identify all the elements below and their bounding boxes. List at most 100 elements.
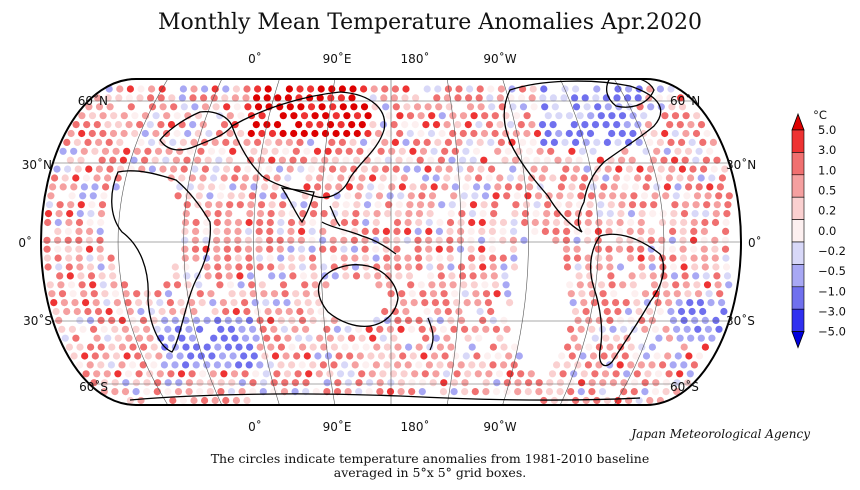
anomaly-dot xyxy=(436,263,444,271)
anomaly-dot xyxy=(297,236,305,244)
anomaly-dot xyxy=(627,210,636,218)
anomaly-dot xyxy=(287,245,295,253)
anomaly-dot xyxy=(131,112,139,120)
anomaly-dot xyxy=(207,290,215,298)
anomaly-dot xyxy=(324,352,333,360)
anomaly-dot xyxy=(412,94,420,102)
anomaly-dot xyxy=(514,388,522,396)
anomaly-dot xyxy=(308,254,317,262)
anomaly-dot xyxy=(376,379,384,387)
anomaly-dot xyxy=(302,379,310,387)
anomaly-dot xyxy=(586,129,595,138)
anomaly-dot xyxy=(550,138,559,146)
anomaly-dot xyxy=(216,192,225,200)
anomaly-dot xyxy=(98,201,107,209)
anomaly-dot xyxy=(360,138,368,146)
anomaly-dot xyxy=(281,379,289,387)
anomaly-dot xyxy=(441,183,449,191)
anomaly-dot xyxy=(544,201,552,209)
anomaly-dot xyxy=(414,245,422,253)
anomaly-dot xyxy=(584,218,592,227)
anomaly-dot xyxy=(234,236,242,244)
anomaly-dot xyxy=(372,254,380,262)
anomaly-dot xyxy=(612,370,620,378)
anomaly-dot xyxy=(700,245,708,253)
anomaly-dot xyxy=(583,165,591,173)
anomaly-dot xyxy=(422,121,430,129)
anomaly-dot xyxy=(402,85,410,93)
anomaly-dot xyxy=(446,227,454,235)
anomaly-dot xyxy=(208,183,216,191)
anomaly-dot xyxy=(213,245,221,253)
anomaly-dot xyxy=(471,192,479,200)
anomaly-dot xyxy=(104,121,112,129)
anomaly-dot xyxy=(567,290,575,298)
anomaly-dot xyxy=(649,272,657,280)
anomaly-dot xyxy=(204,156,212,164)
anomaly-dot xyxy=(389,299,397,307)
anomaly-dot xyxy=(223,236,231,244)
anomaly-dot xyxy=(446,254,454,262)
anomaly-dot xyxy=(330,218,338,227)
anomaly-dot xyxy=(243,307,251,316)
anomaly-dot xyxy=(631,290,639,298)
anomaly-dot xyxy=(363,272,371,280)
anomaly-dot xyxy=(386,192,394,200)
anomaly-dot xyxy=(108,343,116,351)
anomaly-dot xyxy=(434,307,442,316)
anomaly-dot xyxy=(46,281,54,289)
anomaly-dot xyxy=(427,272,435,280)
anomaly-dot xyxy=(238,192,246,200)
anomaly-dot xyxy=(394,263,402,271)
anomaly-dot xyxy=(574,263,582,271)
anomaly-dot xyxy=(703,129,711,138)
anomaly-dot xyxy=(411,121,419,129)
anomaly-dot xyxy=(402,307,410,316)
anomaly-dot xyxy=(374,201,382,209)
colorbar-tick-label: 3.0 xyxy=(818,143,836,157)
anomaly-dot xyxy=(375,192,384,200)
anomaly-dot xyxy=(285,85,293,93)
anomaly-dot xyxy=(482,379,490,387)
anomaly-dot xyxy=(517,174,525,182)
anomaly-dot xyxy=(241,334,250,342)
anomaly-dot xyxy=(597,112,605,120)
anomaly-dot xyxy=(86,227,94,235)
anomaly-dot xyxy=(85,165,93,173)
anomaly-dot xyxy=(255,236,263,244)
anomaly-dot xyxy=(493,379,501,387)
anomaly-dot xyxy=(430,147,438,155)
anomaly-dot xyxy=(263,334,271,342)
anomaly-dot xyxy=(216,281,224,289)
coastline xyxy=(129,393,641,401)
anomaly-dot xyxy=(405,343,413,351)
anomaly-dot xyxy=(664,352,672,360)
lat-label-right-0: 0˚ xyxy=(748,235,762,250)
anomaly-dot xyxy=(183,272,191,280)
anomaly-dot xyxy=(504,147,512,155)
anomaly-dot xyxy=(123,352,131,360)
anomaly-dot xyxy=(201,103,210,111)
anomaly-dot xyxy=(97,210,106,218)
anomaly-dot xyxy=(252,334,260,342)
anomaly-dot xyxy=(372,245,380,253)
anomaly-dot xyxy=(395,201,403,209)
anomaly-dot xyxy=(44,210,53,218)
anomaly-dot xyxy=(76,343,84,351)
anomaly-dot xyxy=(206,388,214,396)
anomaly-dot xyxy=(379,121,388,129)
anomaly-dot xyxy=(252,121,260,129)
anomaly-dot xyxy=(615,236,624,244)
anomaly-dot xyxy=(394,361,402,369)
anomaly-dot xyxy=(372,227,380,235)
anomaly-dot xyxy=(244,245,253,253)
anomaly-dot xyxy=(480,272,488,280)
anomaly-dot xyxy=(106,103,114,111)
anomaly-dot xyxy=(499,254,507,262)
anomaly-dot xyxy=(417,281,425,289)
anomaly-dot xyxy=(264,85,272,93)
anomaly-dot xyxy=(343,129,351,138)
caption-line-1: The circles indicate temperature anomali… xyxy=(210,451,650,466)
anomaly-dot xyxy=(211,138,219,146)
anomaly-dot xyxy=(139,316,148,324)
